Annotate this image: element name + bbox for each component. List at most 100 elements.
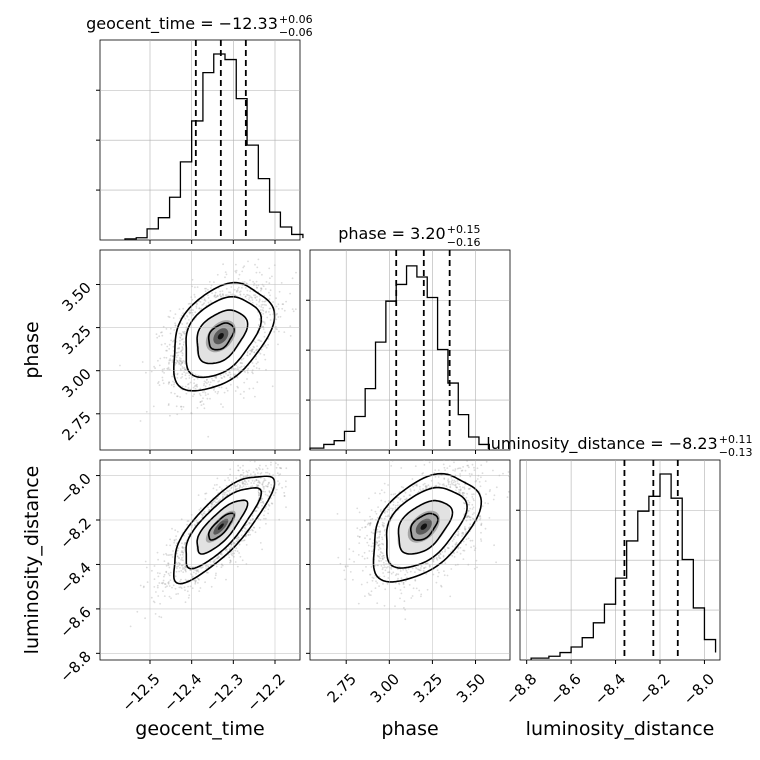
scatter-point — [142, 586, 145, 589]
scatter-point — [204, 287, 206, 290]
scatter-point — [165, 356, 168, 359]
scatter-point — [179, 368, 182, 370]
scatter-point — [267, 343, 269, 346]
scatter-point — [253, 526, 256, 529]
scatter-point — [241, 482, 244, 484]
scatter-point — [165, 564, 168, 567]
scatter-point — [219, 290, 222, 293]
scatter-point — [382, 572, 384, 574]
scatter-point — [145, 410, 148, 413]
scatter-point — [264, 300, 267, 303]
scatter-point — [249, 533, 252, 536]
scatter-point — [275, 466, 278, 469]
scatter-point — [153, 586, 156, 588]
scatter-point — [185, 377, 188, 380]
scatter-point — [210, 502, 213, 505]
scatter-point — [235, 291, 238, 293]
scatter-point — [242, 281, 244, 284]
scatter-point — [262, 312, 265, 315]
scatter-point — [239, 486, 241, 489]
scatter-point — [207, 506, 210, 509]
scatter-point — [222, 495, 224, 498]
scatter-point — [266, 316, 269, 319]
scatter-point — [251, 348, 254, 351]
scatter-point — [263, 300, 266, 303]
scatter-point — [207, 381, 210, 383]
scatter-point — [283, 495, 286, 497]
scatter-point — [251, 297, 253, 299]
scatter-point — [256, 469, 258, 471]
scatter-point — [256, 381, 259, 384]
scatter-point — [260, 348, 263, 351]
scatter-point — [181, 568, 184, 570]
scatter-point — [236, 550, 239, 553]
scatter-point — [243, 265, 246, 268]
scatter-point — [236, 565, 239, 568]
scatter-point — [171, 556, 174, 558]
scatter-point — [263, 321, 266, 324]
scatter-point — [213, 389, 215, 391]
scatter-point — [213, 504, 216, 506]
scatter-point — [180, 587, 183, 589]
scatter-point — [199, 401, 202, 403]
scatter-point — [255, 349, 257, 352]
scatter-point — [226, 493, 229, 496]
scatter-point — [176, 373, 179, 376]
scatter-point — [244, 296, 247, 298]
scatter-point — [277, 483, 280, 486]
scatter-point — [255, 479, 258, 481]
scatter-point — [453, 461, 455, 464]
scatter-point — [412, 485, 415, 488]
scatter-point — [302, 452, 304, 454]
scatter-point — [218, 386, 221, 389]
density-level — [217, 333, 224, 340]
scatter-point — [337, 556, 340, 559]
scatter-point — [213, 559, 216, 562]
scatter-point — [257, 484, 259, 487]
scatter-point — [236, 485, 238, 487]
scatter-point — [206, 378, 208, 381]
scatter-point — [203, 302, 206, 305]
scatter-point — [443, 574, 446, 577]
scatter-point — [209, 564, 212, 567]
scatter-point — [336, 513, 339, 515]
scatter-point — [250, 350, 253, 352]
scatter-point — [272, 301, 274, 303]
scatter-point — [239, 290, 242, 293]
scatter-point — [278, 518, 281, 521]
scatter-point — [241, 540, 243, 542]
scatter-point — [168, 381, 170, 384]
scatter-point — [216, 392, 219, 395]
scatter-point — [165, 544, 168, 547]
scatter-point — [264, 517, 267, 520]
scatter-point — [259, 542, 262, 544]
scatter-point — [251, 479, 254, 482]
scatter-point — [217, 295, 219, 298]
scatter-point — [279, 467, 282, 469]
scatter-point — [447, 479, 449, 482]
scatter-point — [269, 491, 271, 494]
scatter-point — [238, 552, 241, 554]
scatter-point — [163, 583, 166, 585]
scatter-point — [258, 481, 261, 484]
scatter-point — [168, 368, 171, 371]
scatter-point — [266, 494, 269, 497]
scatter-point — [168, 581, 170, 583]
scatter-point — [182, 307, 185, 310]
scatter-point — [262, 482, 264, 484]
scatter-point — [381, 538, 384, 541]
scatter-point — [176, 549, 179, 552]
scatter-point — [452, 483, 454, 486]
scatter-point — [289, 335, 292, 337]
scatter-point — [257, 507, 260, 509]
scatter-point — [384, 569, 387, 572]
scatter-point — [170, 339, 173, 342]
scatter-point — [230, 542, 233, 545]
scatter-point — [488, 490, 491, 493]
scatter-point — [262, 310, 265, 312]
scatter-point — [163, 356, 166, 359]
scatter-point — [252, 471, 255, 473]
scatter-point — [256, 485, 259, 487]
scatter-point — [204, 498, 207, 500]
scatter-point — [180, 564, 183, 567]
